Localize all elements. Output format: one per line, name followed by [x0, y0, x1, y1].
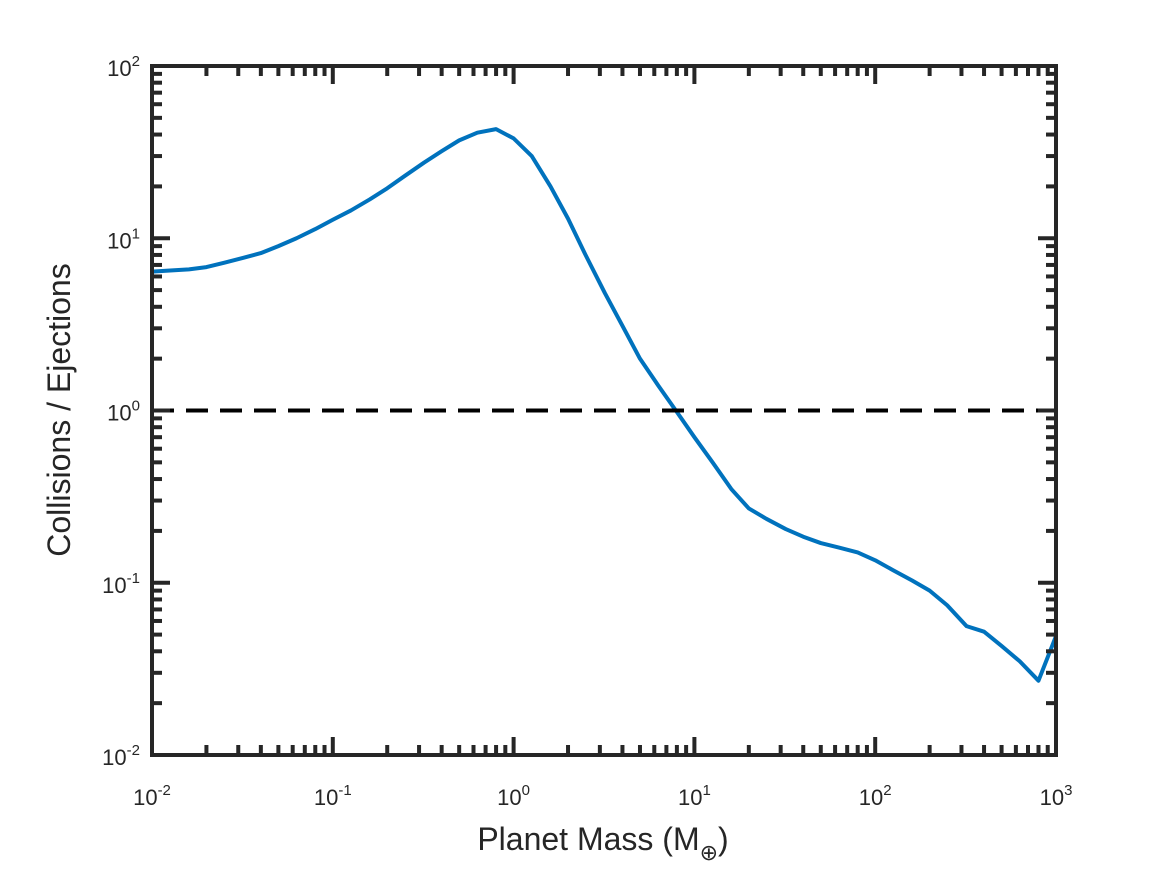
y-tick-label: 100: [107, 398, 140, 426]
x-tick-label: 10-2: [133, 782, 171, 810]
y-tick-label: 101: [107, 225, 140, 253]
x-tick-labels: 10-2 10-1 100 101 102 103: [133, 782, 1072, 810]
x-tick-label: 101: [678, 782, 711, 810]
x-tick-label: 100: [497, 782, 530, 810]
y-axis-label: Collisions / Ejections: [41, 263, 77, 556]
x-tick-label: 103: [1040, 782, 1073, 810]
x-axis-label-close: ): [718, 821, 729, 857]
y-tick-label: 10-1: [102, 570, 140, 598]
y-tick-label: 102: [107, 53, 140, 81]
y-tick-label: 10-2: [102, 742, 140, 770]
y-tick-labels: 10-2 10-1 100 101 102: [102, 53, 140, 770]
x-tick-label: 102: [859, 782, 892, 810]
series-layer: [151, 127, 1058, 683]
x-tick-label: 10-1: [314, 782, 352, 810]
ratio-series-line: [151, 127, 1058, 683]
x-axis-label-subscript: ⊕: [700, 840, 718, 865]
x-axis-label: Planet Mass (M⊕): [477, 821, 728, 865]
axes-box: [150, 64, 1058, 757]
